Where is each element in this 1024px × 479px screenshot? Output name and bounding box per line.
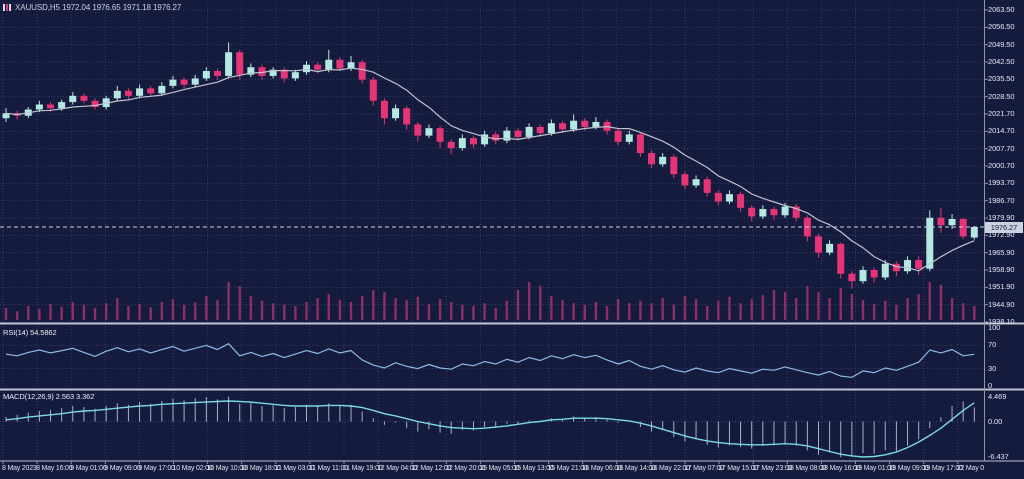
time-axis-label: 8 May 2023 xyxy=(2,465,37,472)
price-axis-label: 1944.90 xyxy=(988,299,1015,309)
rsi-scale-label: 0 xyxy=(988,381,993,390)
price-axis-label: 1938.10 xyxy=(988,316,1015,326)
macd-scale-label: -6.437 xyxy=(988,452,1009,462)
time-axis-label: 12 May 20:00 xyxy=(445,465,486,472)
panel-separators xyxy=(0,0,1024,462)
time-axis-label: 16 May 06:00 xyxy=(581,465,622,472)
chart-title: XAUUSD,H5 1972.04 1976.65 1971.18 1976.2… xyxy=(3,3,181,12)
price-axis-label: 1993.70 xyxy=(988,178,1015,188)
time-axis-label: 8 May 16:00 xyxy=(36,465,73,472)
time-axis-label: 15 May 13:00 xyxy=(513,465,554,472)
price-axis-label: 1986.70 xyxy=(988,195,1015,205)
time-axis-label: 11 May 11:00 xyxy=(308,465,348,472)
moving-average-line xyxy=(5,67,975,272)
price-axis-label: 2049.50 xyxy=(988,39,1015,49)
price-axis-label: 1965.90 xyxy=(988,247,1015,257)
price-axis-label: 2042.50 xyxy=(988,56,1015,66)
time-axis[interactable]: 8 May 2023 8 May 16:00 9 May 01:00 9 May 09… xyxy=(0,462,984,479)
time-axis-label: 10 May 10:00 xyxy=(206,465,247,472)
candlestick-chart-icon xyxy=(3,4,11,11)
macd-scale-label: 0.00 xyxy=(988,416,1003,426)
axis-ticks xyxy=(2,9,988,464)
price-axis-label: 1951.90 xyxy=(988,282,1015,292)
price-axis[interactable]: 2063.50 2056.50 2049.50 2042.50 2035.50 2028.… xyxy=(986,0,1024,479)
grid-layer xyxy=(0,2,984,459)
time-axis-label: 9 May 17:00 xyxy=(138,465,175,472)
time-axis-label: 16 May 22:00 xyxy=(649,465,690,472)
time-axis-label: 12 May 04:00 xyxy=(377,465,418,472)
time-axis-label: 18 May 16:00 xyxy=(820,465,861,472)
time-axis-label: 11 May 03:00 xyxy=(274,465,315,472)
current-price-badge: 1976.27 xyxy=(985,222,1023,233)
time-axis-label: 22 May 02:00 xyxy=(956,465,984,472)
time-axis-label: 19 May 01:00 xyxy=(854,465,895,472)
price-axis-label: 2021.70 xyxy=(988,108,1015,118)
macd-scale-label: 4.469 xyxy=(988,391,1007,401)
time-axis-label: 15 May 21:00 xyxy=(547,465,588,472)
volume-histogram xyxy=(4,282,976,320)
time-axis-label: 17 May 15:00 xyxy=(718,465,759,472)
rsi-indicator-label: RSI(14) 54.5862 xyxy=(3,328,57,337)
price-axis-label: 2028.50 xyxy=(988,91,1015,101)
price-axis-label: 1958.90 xyxy=(988,264,1015,274)
price-axis-label: 2056.50 xyxy=(988,22,1015,32)
time-axis-label: 11 May 19:00 xyxy=(343,465,383,472)
rsi-scale-label: 30 xyxy=(988,363,997,373)
time-axis-label: 17 May 23:00 xyxy=(752,465,793,472)
price-axis-label: 2007.70 xyxy=(988,143,1015,153)
time-axis-label: 12 May 12:00 xyxy=(411,465,452,472)
price-axis-label: 1979.90 xyxy=(988,212,1015,222)
time-axis-label: 9 May 09:00 xyxy=(104,465,141,472)
rsi-scale-label: 70 xyxy=(988,340,997,350)
time-axis-label: 18 May 08:00 xyxy=(786,465,827,472)
time-axis-label: 10 May 02:00 xyxy=(172,465,213,472)
rsi-scale-label: 100 xyxy=(988,323,1001,332)
time-axis-label: 19 May 09:00 xyxy=(888,465,929,472)
time-axis-label: 10 May 18:00 xyxy=(240,465,281,472)
price-axis-label: 2035.50 xyxy=(988,74,1015,84)
time-axis-label: 17 May 07:00 xyxy=(684,465,725,472)
time-axis-label: 16 May 14:00 xyxy=(615,465,656,472)
price-axis-label: 2000.70 xyxy=(988,160,1015,170)
price-axis-label: 2014.70 xyxy=(988,126,1015,136)
symbol-ohlc-text: XAUUSD,H5 1972.04 1976.65 1971.18 1976.2… xyxy=(15,3,182,12)
macd-signal-line xyxy=(5,400,975,458)
rsi-line xyxy=(5,343,975,378)
time-axis-label: 15 May 05:00 xyxy=(479,465,520,472)
price-axis-label: 2063.50 xyxy=(988,5,1015,14)
time-axis-label: 9 May 01:00 xyxy=(70,465,107,472)
price-axis-label: 1972.90 xyxy=(988,230,1015,240)
time-axis-label: 19 May 17:00 xyxy=(922,465,963,472)
macd-indicator-label: MACD(12,26,9) 2.563 3.362 xyxy=(3,392,95,401)
